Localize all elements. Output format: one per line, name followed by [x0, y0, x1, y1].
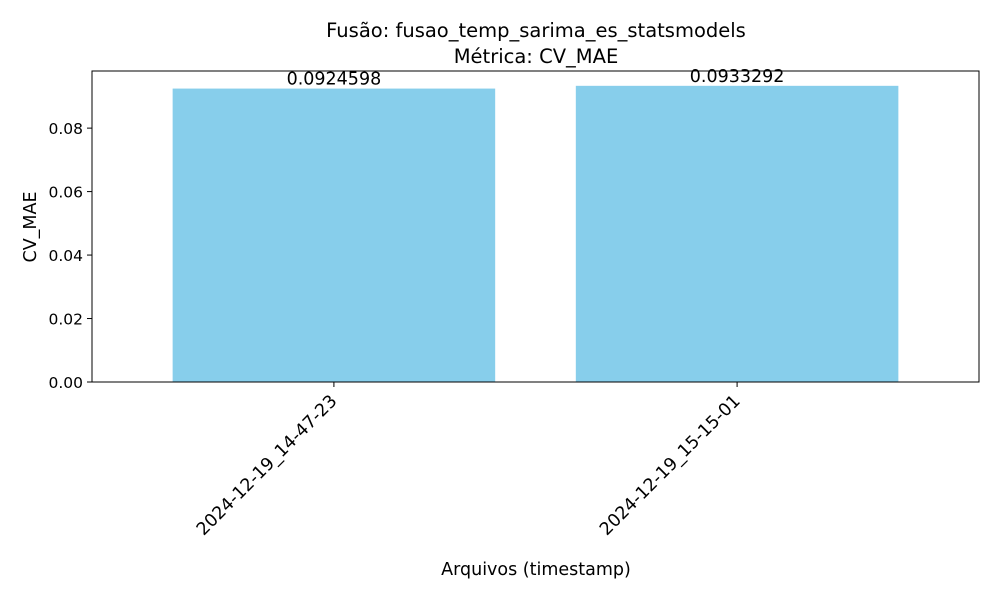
x-axis: 2024-12-19_14-47-23 2024-12-19_15-15-01 [193, 382, 745, 540]
x-tick-label: 2024-12-19_15-15-01 [596, 391, 744, 539]
y-tick-label: 0.06 [48, 184, 83, 202]
chart-title: Fusão: fusao_temp_sarima_es_statsmodels [326, 19, 746, 42]
bars-layer: 0.0924598 0.0933292 [172, 67, 899, 383]
y-axis: 0.00 0.02 0.04 0.06 0.08 [48, 120, 92, 392]
chart-subtitle: Métrica: CV_MAE [454, 45, 619, 68]
x-axis-label: Arquivos (timestamp) [441, 560, 631, 580]
y-tick-label: 0.04 [48, 247, 83, 265]
y-tick-label: 0.00 [48, 374, 83, 392]
bar [575, 85, 899, 383]
plot-frame [91, 70, 980, 383]
y-tick-label: 0.02 [48, 311, 83, 329]
x-tick-label: 2024-12-19_14-47-23 [193, 391, 341, 539]
data-label: 0.0924598 [287, 70, 382, 90]
y-tick-label: 0.08 [48, 120, 83, 138]
bar [172, 88, 496, 382]
data-label: 0.0933292 [690, 67, 785, 87]
y-axis-label: CV_MAE [21, 191, 41, 262]
